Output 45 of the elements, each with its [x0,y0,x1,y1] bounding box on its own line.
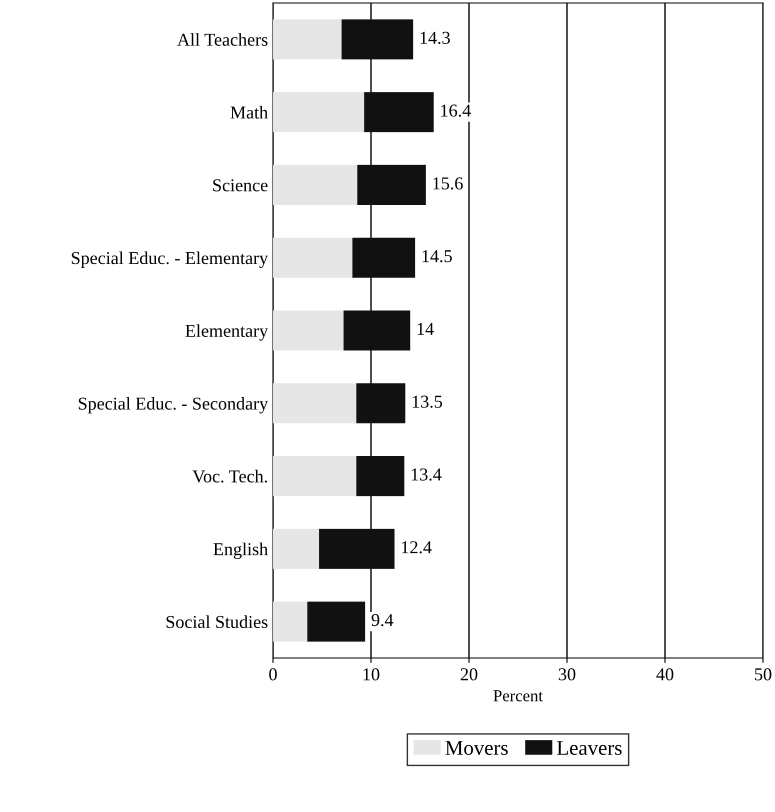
y-tick-label: English [213,542,268,559]
x-axis-title: Percent [493,690,543,702]
bar [273,456,356,496]
x-tick-label: 40 [656,668,674,680]
y-tick-label: Science [213,179,268,192]
bar [364,92,434,132]
total-label: 16.4 [441,104,471,117]
y-tick-label: Voc. Tech. [192,470,267,483]
y-tick-label: Elementary [185,324,268,341]
bar [273,92,364,132]
total-label: 14.3 [420,32,450,44]
total-label: 13.5 [412,396,442,408]
total-label: 12.4 [402,541,432,554]
bar [273,602,308,642]
y-tick-label: Special Educ. - Elementary [72,251,268,268]
bar [273,310,344,351]
total-label: 14 [418,322,434,335]
x-tick-label: 0 [269,668,277,680]
legend-label: Movers [445,741,508,755]
total-label: 14.5 [422,250,452,262]
total-label: 15.6 [433,177,463,190]
legend-label: Leavers [557,741,622,755]
y-tick-label: Special Educ. - Secondary [78,397,268,414]
x-tick-label: 20 [460,668,478,680]
bar [356,456,404,496]
bar [273,19,342,60]
x-tick-label: 50 [755,668,772,680]
bar [342,19,414,60]
y-tick-label: Social Studies [166,615,268,628]
bar [307,602,366,642]
total-label: 9.4 [372,614,394,626]
bar [344,310,410,351]
y-tick-label: All Teachers [177,33,268,46]
bar [357,164,426,205]
total-label: 13.4 [412,468,442,481]
bar [273,528,320,569]
x-tick-label: 30 [558,668,576,680]
bar [356,383,406,424]
bar [273,164,358,205]
bar [273,238,352,278]
bar [319,528,395,569]
bar [352,238,416,278]
y-tick-label: Math [230,106,268,119]
x-tick-label: 10 [364,668,380,680]
bar [273,383,356,424]
